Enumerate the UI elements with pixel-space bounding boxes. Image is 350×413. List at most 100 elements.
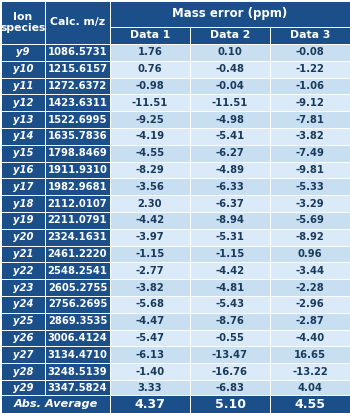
Bar: [190, 330, 270, 347]
Bar: [110, 1, 350, 27]
Text: 0.76: 0.76: [138, 64, 162, 74]
Bar: [270, 246, 350, 262]
Bar: [45, 44, 110, 61]
Text: -1.15: -1.15: [135, 249, 164, 259]
Text: -1.15: -1.15: [215, 249, 245, 259]
Bar: [1, 313, 45, 330]
Text: -4.47: -4.47: [135, 316, 164, 326]
Text: -2.96: -2.96: [296, 299, 324, 309]
Text: y25: y25: [13, 316, 33, 326]
Text: -7.49: -7.49: [295, 148, 324, 158]
Bar: [190, 161, 270, 178]
Bar: [270, 380, 350, 397]
Bar: [45, 212, 110, 229]
Bar: [110, 95, 190, 111]
Bar: [110, 363, 190, 380]
Text: 1.76: 1.76: [138, 47, 162, 57]
Text: -0.48: -0.48: [216, 64, 245, 74]
Text: -6.33: -6.33: [216, 182, 244, 192]
Bar: [45, 95, 110, 111]
Bar: [45, 195, 110, 212]
Text: 1086.5731: 1086.5731: [48, 47, 107, 57]
Text: 2324.1631: 2324.1631: [48, 232, 107, 242]
Bar: [270, 212, 350, 229]
Text: -0.08: -0.08: [296, 47, 324, 57]
Text: 0.96: 0.96: [298, 249, 322, 259]
Text: -4.98: -4.98: [216, 114, 245, 125]
Text: -8.76: -8.76: [216, 316, 244, 326]
Bar: [1, 212, 45, 229]
Text: -16.76: -16.76: [212, 367, 248, 377]
Text: 1215.6157: 1215.6157: [48, 64, 107, 74]
Bar: [1, 1, 45, 44]
Text: 3347.5824: 3347.5824: [48, 383, 107, 394]
Text: y15: y15: [13, 148, 33, 158]
Text: -5.43: -5.43: [216, 299, 245, 309]
Text: y23: y23: [13, 282, 33, 292]
Text: -4.19: -4.19: [135, 131, 164, 141]
Text: -2.87: -2.87: [296, 316, 324, 326]
Bar: [110, 61, 190, 78]
Text: 16.65: 16.65: [294, 350, 326, 360]
Bar: [270, 363, 350, 380]
Bar: [270, 128, 350, 145]
Text: y21: y21: [13, 249, 33, 259]
Text: Calc. m/z: Calc. m/z: [50, 17, 105, 28]
Bar: [190, 195, 270, 212]
Text: 1635.7836: 1635.7836: [48, 131, 107, 141]
Bar: [270, 111, 350, 128]
Bar: [110, 296, 190, 313]
Bar: [110, 161, 190, 178]
Bar: [270, 279, 350, 296]
Text: 1272.6372: 1272.6372: [48, 81, 107, 91]
Text: y18: y18: [13, 199, 33, 209]
Bar: [45, 330, 110, 347]
Bar: [270, 44, 350, 61]
Text: 2211.0791: 2211.0791: [48, 216, 107, 225]
Bar: [1, 128, 45, 145]
Bar: [45, 347, 110, 363]
Text: -0.55: -0.55: [216, 333, 244, 343]
Text: Ion
species: Ion species: [0, 12, 46, 33]
Text: -4.40: -4.40: [295, 333, 324, 343]
Text: -6.27: -6.27: [216, 148, 244, 158]
Bar: [110, 44, 190, 61]
Text: y9: y9: [16, 47, 30, 57]
Text: -4.42: -4.42: [216, 266, 245, 276]
Text: -1.06: -1.06: [295, 81, 324, 91]
Text: y11: y11: [13, 81, 33, 91]
Bar: [190, 262, 270, 279]
Bar: [1, 347, 45, 363]
Bar: [270, 145, 350, 161]
Bar: [45, 128, 110, 145]
Text: -3.82: -3.82: [296, 131, 324, 141]
Bar: [110, 313, 190, 330]
Bar: [190, 380, 270, 397]
Bar: [1, 178, 45, 195]
Text: y17: y17: [13, 182, 33, 192]
Bar: [270, 296, 350, 313]
Bar: [1, 262, 45, 279]
Bar: [190, 279, 270, 296]
Bar: [190, 313, 270, 330]
Text: 2756.2695: 2756.2695: [48, 299, 107, 309]
Bar: [45, 380, 110, 397]
Bar: [190, 246, 270, 262]
Bar: [270, 78, 350, 95]
Bar: [110, 111, 190, 128]
Bar: [45, 145, 110, 161]
Bar: [45, 246, 110, 262]
Bar: [110, 279, 190, 296]
Bar: [270, 178, 350, 195]
Text: y10: y10: [13, 64, 33, 74]
Text: -5.33: -5.33: [296, 182, 324, 192]
Bar: [1, 111, 45, 128]
Bar: [110, 347, 190, 363]
Text: -5.31: -5.31: [216, 232, 245, 242]
Bar: [110, 78, 190, 95]
Bar: [190, 296, 270, 313]
Text: y20: y20: [13, 232, 33, 242]
Bar: [45, 161, 110, 178]
Text: -3.97: -3.97: [136, 232, 164, 242]
Bar: [1, 229, 45, 246]
